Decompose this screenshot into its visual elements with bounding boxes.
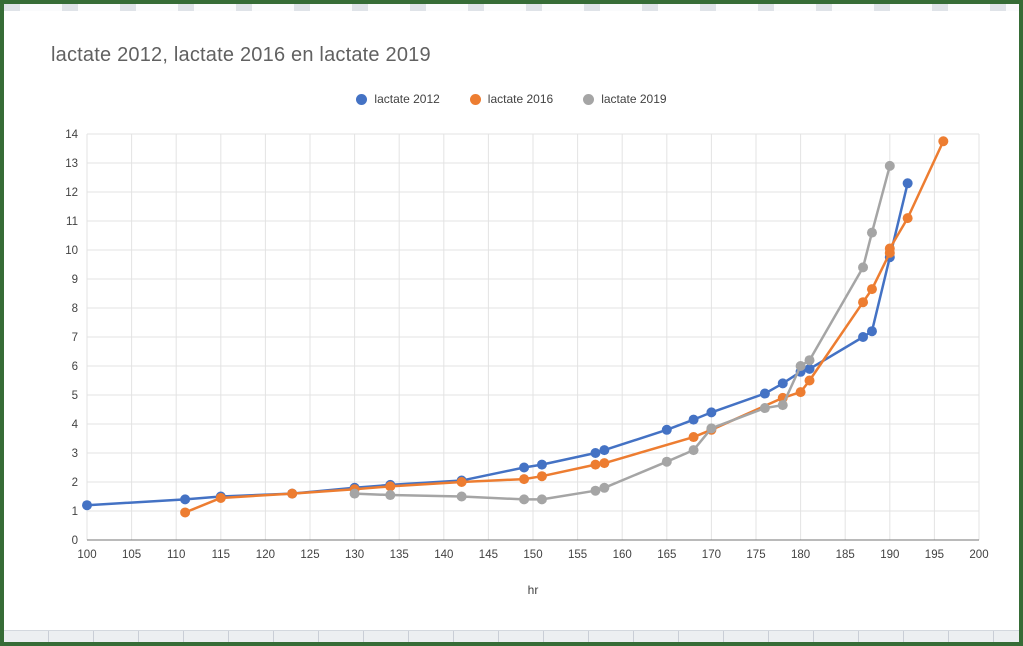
svg-text:14: 14 (65, 129, 78, 141)
svg-text:185: 185 (836, 549, 855, 561)
svg-text:2: 2 (72, 477, 78, 489)
svg-text:125: 125 (300, 549, 319, 561)
legend-label-lactate-2016: lactate 2016 (487, 92, 554, 106)
svg-text:115: 115 (212, 549, 230, 561)
svg-text:130: 130 (345, 549, 364, 561)
svg-text:6: 6 (72, 361, 78, 373)
svg-text:12: 12 (65, 187, 78, 199)
chart-legend: lactate 2012 lactate 2016 lactate 2019 (4, 92, 1019, 106)
svg-text:195: 195 (925, 549, 944, 561)
svg-text:180: 180 (791, 549, 810, 561)
svg-text:110: 110 (167, 549, 185, 561)
svg-text:150: 150 (523, 549, 542, 561)
svg-text:11: 11 (66, 216, 78, 228)
legend-item-lactate-2019[interactable]: lactate 2019 (583, 92, 667, 106)
svg-text:190: 190 (880, 549, 899, 561)
svg-text:4: 4 (72, 419, 79, 431)
legend-marker-lactate-2012-icon (356, 93, 368, 105)
svg-text:145: 145 (479, 549, 498, 561)
svg-text:hr: hr (528, 583, 539, 597)
chart-plot-area[interactable]: 100 105 110 115 120 125 130 135 140 145 150 155 160 1… (4, 122, 1016, 622)
svg-text:155: 155 (568, 549, 587, 561)
svg-text:13: 13 (65, 158, 78, 170)
svg-text:200: 200 (969, 549, 988, 561)
svg-text:9: 9 (72, 274, 78, 286)
legend-item-lactate-2012[interactable]: lactate 2012 (356, 92, 440, 106)
svg-text:8: 8 (72, 303, 78, 315)
svg-text:3: 3 (72, 448, 78, 460)
svg-text:175: 175 (746, 549, 765, 561)
svg-text:165: 165 (657, 549, 676, 561)
chart-title: lactate 2012, lactate 2016 en lactate 20… (51, 44, 431, 66)
legend-label-lactate-2019: lactate 2019 (601, 92, 667, 106)
legend-marker-lactate-2016-icon (469, 93, 481, 105)
svg-text:140: 140 (434, 549, 453, 561)
legend-item-lactate-2016[interactable]: lactate 2016 (469, 92, 554, 106)
svg-text:0: 0 (72, 535, 78, 547)
legend-label-lactate-2012: lactate 2012 (374, 92, 440, 106)
spreadsheet-bottom-edge (4, 630, 1019, 642)
svg-text:120: 120 (256, 549, 275, 561)
svg-text:10: 10 (65, 245, 78, 257)
svg-text:135: 135 (390, 549, 409, 561)
svg-text:7: 7 (72, 332, 78, 344)
svg-text:5: 5 (72, 390, 78, 402)
spreadsheet-top-edge (4, 4, 1019, 11)
svg-text:170: 170 (702, 549, 721, 561)
svg-text:160: 160 (613, 549, 632, 561)
svg-text:100: 100 (77, 549, 96, 561)
svg-text:105: 105 (122, 549, 141, 561)
legend-marker-lactate-2019-icon (583, 93, 595, 105)
svg-text:1: 1 (72, 506, 78, 518)
